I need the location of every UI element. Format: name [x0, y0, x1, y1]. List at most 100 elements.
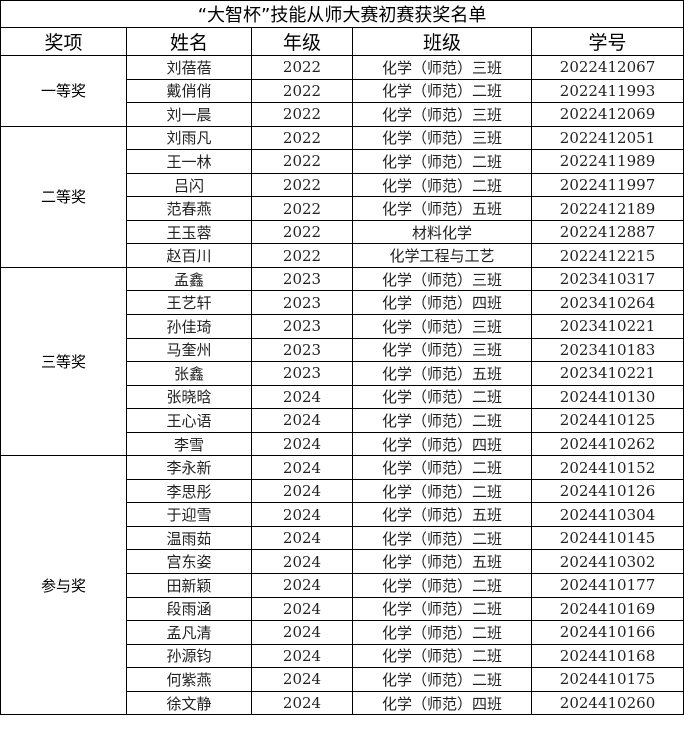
student-name: 戴俏俏 [126, 78, 252, 104]
student-id: 2022411997 [530, 172, 684, 198]
class-name: 化学（师范）二班 [352, 384, 532, 410]
student-id: 2023410317 [530, 266, 684, 292]
table-row: 张鑫 2023 化学（师范）五班 2023410221 [1, 361, 684, 386]
table-row: 张晓晗 2024 化学（师范）二班 2024410130 [1, 384, 684, 410]
student-id: 2022412069 [530, 102, 684, 127]
student-id: 2024410302 [530, 549, 684, 575]
student-name: 李永新 [126, 455, 252, 480]
class-name: 材料化学 [352, 219, 532, 245]
grade: 2022 [251, 102, 353, 127]
grade: 2024 [251, 384, 353, 410]
student-id: 2023410221 [530, 314, 684, 339]
student-name: 王一林 [126, 149, 252, 174]
grade: 2023 [251, 314, 353, 339]
student-name: 王艺轩 [126, 290, 252, 316]
student-name: 范春燕 [126, 196, 252, 221]
table-row: 李思彤 2024 化学（师范）二班 2024410126 [1, 478, 684, 504]
header-name: 姓名 [126, 27, 252, 56]
grade: 2024 [251, 502, 353, 527]
student-name: 张鑫 [126, 361, 252, 386]
grade: 2024 [251, 573, 353, 598]
student-id: 2024410262 [530, 431, 684, 457]
class-name: 化学（师范）二班 [352, 78, 532, 104]
student-id: 2022411993 [530, 78, 684, 104]
student-id: 2024410169 [530, 596, 684, 622]
student-name: 田新颖 [126, 573, 252, 598]
table-row: 一等奖 刘蓓蓓 2022 化学（师范）三班 2022412067 [0, 55, 684, 127]
table-row: 参与奖 李永新 2024 化学（师范）二班 2024410152 [0, 455, 684, 716]
student-id: 2024410304 [530, 502, 684, 527]
class-name: 化学（师范）五班 [352, 549, 532, 575]
header-row: 奖项 姓名 年级 班级 学号 [0, 27, 684, 56]
student-name: 孙佳琦 [126, 314, 252, 339]
student-id: 2024410177 [530, 573, 684, 598]
student-name: 赵百川 [126, 243, 252, 268]
table-row: 吕闪 2022 化学（师范）二班 2022411997 [1, 172, 684, 198]
table-row: 王一林 2022 化学（师范）二班 2022411989 [1, 149, 684, 174]
student-name: 王心语 [126, 408, 252, 433]
student-name: 李雪 [126, 431, 252, 457]
class-name: 化学（师范）四班 [352, 290, 532, 316]
grade: 2022 [251, 125, 353, 151]
class-name: 化学（师范）三班 [352, 125, 532, 151]
student-name: 徐文静 [126, 690, 252, 716]
class-name: 化学工程与工艺 [352, 243, 532, 268]
student-id: 2024410175 [530, 667, 684, 692]
award-level: 参与奖 [0, 455, 127, 716]
grade: 2024 [251, 596, 353, 622]
student-id: 2022412051 [530, 125, 684, 151]
student-id: 2022412215 [530, 243, 684, 268]
student-id: 2022411989 [530, 149, 684, 174]
student-name: 宫东姿 [126, 549, 252, 575]
grade: 2023 [251, 290, 353, 316]
table-row: 段雨涵 2024 化学（师范）二班 2024410169 [1, 596, 684, 622]
grade: 2022 [251, 149, 353, 174]
class-name: 化学（师范）五班 [352, 361, 532, 386]
grade: 2022 [251, 196, 353, 221]
table-title: “大智杯”技能从师大赛初赛获奖名单 [0, 0, 684, 28]
grade: 2023 [251, 361, 353, 386]
student-id: 2022412067 [530, 55, 684, 80]
table-row: 刘一晨 2022 化学（师范）三班 2022412069 [1, 102, 684, 127]
student-id: 2024410125 [530, 408, 684, 433]
student-id: 2024410166 [530, 620, 684, 645]
table-row: 于迎雪 2024 化学（师范）五班 2024410304 [1, 502, 684, 527]
header-award: 奖项 [0, 27, 127, 56]
student-name: 马奎州 [126, 337, 252, 363]
student-id: 2024410152 [530, 455, 684, 480]
class-name: 化学（师范）五班 [352, 196, 532, 221]
header-student-id: 学号 [530, 27, 684, 56]
student-id: 2024410145 [530, 525, 684, 551]
student-id: 2023410183 [530, 337, 684, 363]
table-row: 宫东姿 2024 化学（师范）五班 2024410302 [1, 549, 684, 575]
student-id: 2024410168 [530, 643, 684, 669]
student-name: 刘雨凡 [126, 125, 252, 151]
class-name: 化学（师范）三班 [352, 266, 532, 292]
grade: 2024 [251, 667, 353, 692]
class-name: 化学（师范）二班 [352, 478, 532, 504]
student-name: 吕闪 [126, 172, 252, 198]
grade: 2022 [251, 78, 353, 104]
class-name: 化学（师范）五班 [352, 502, 532, 527]
student-id: 2022412887 [530, 219, 684, 245]
student-name: 孙源钧 [126, 643, 252, 669]
grade: 2024 [251, 408, 353, 433]
student-name: 李思彤 [126, 478, 252, 504]
grade: 2024 [251, 455, 353, 480]
student-name: 王玉蓉 [126, 219, 252, 245]
class-name: 化学（师范）三班 [352, 337, 532, 363]
header-class: 班级 [352, 27, 532, 56]
grade: 2024 [251, 549, 353, 575]
student-name: 张晓晗 [126, 384, 252, 410]
grade: 2024 [251, 525, 353, 551]
student-name: 孟鑫 [126, 266, 252, 292]
table-row: 徐文静 2024 化学（师范）四班 2024410260 [1, 690, 684, 716]
student-id: 2024410260 [530, 690, 684, 716]
class-name: 化学（师范）二班 [352, 643, 532, 669]
class-name: 化学（师范）四班 [352, 431, 532, 457]
grade: 2024 [251, 643, 353, 669]
award-level: 一等奖 [0, 55, 127, 127]
class-name: 化学（师范）二班 [352, 149, 532, 174]
student-id: 2023410221 [530, 361, 684, 386]
grade: 2022 [251, 172, 353, 198]
